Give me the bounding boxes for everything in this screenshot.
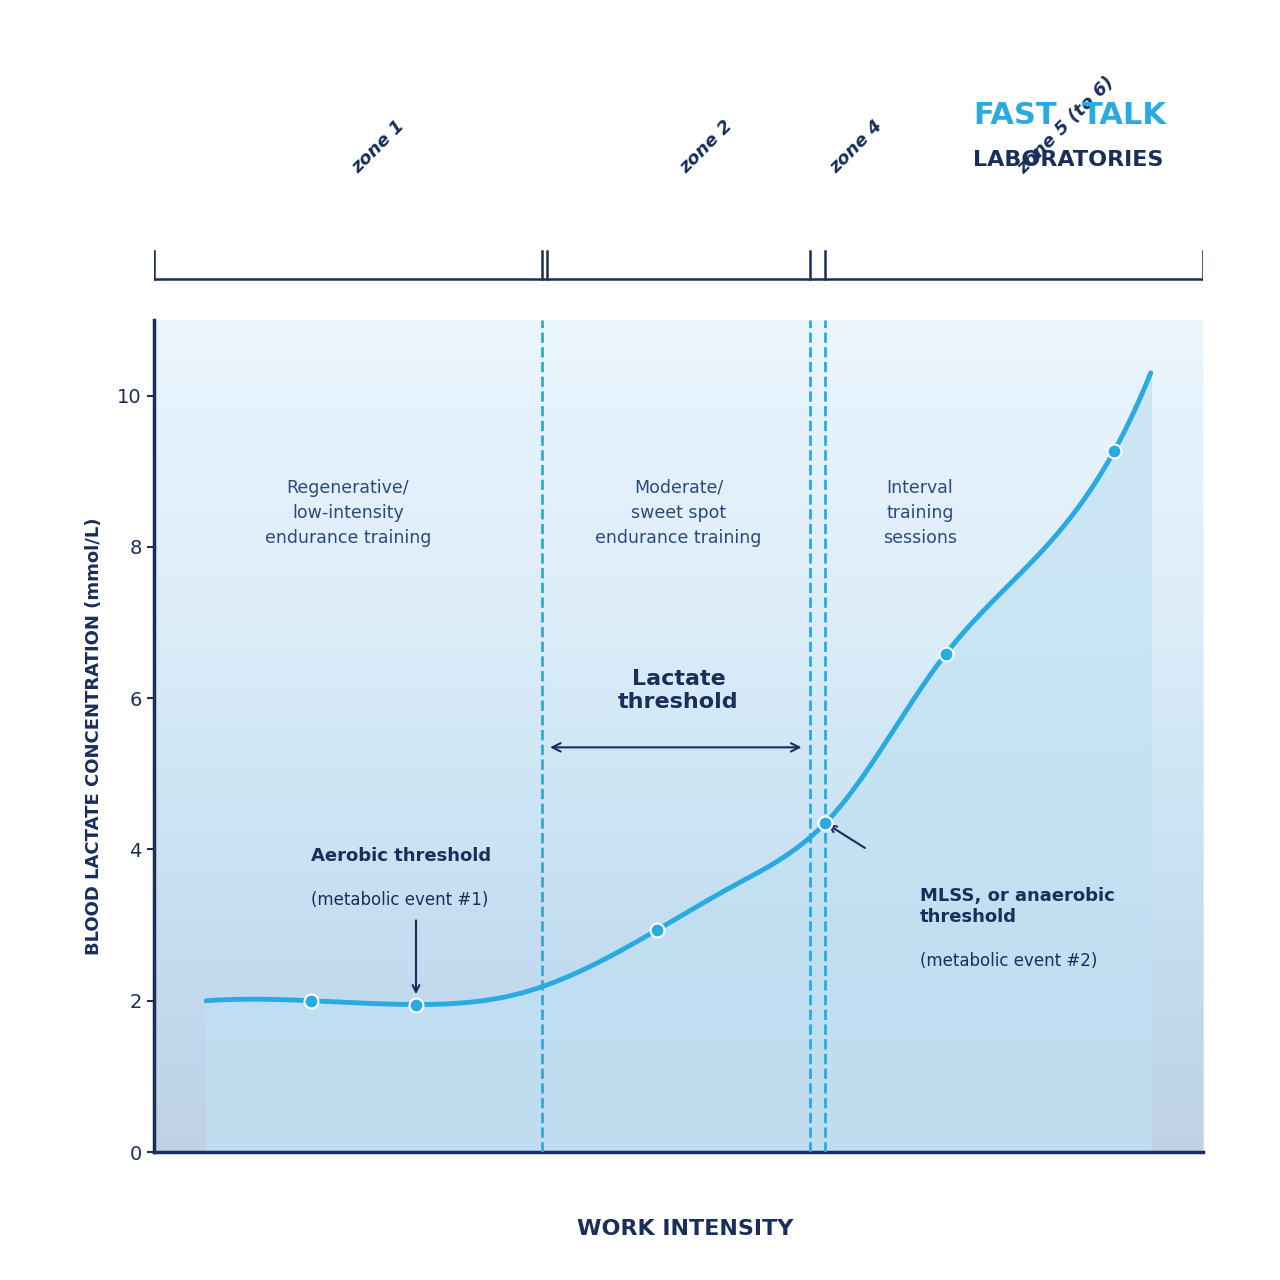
Text: zone 2: zone 2 <box>676 118 736 177</box>
Text: Lactate
threshold: Lactate threshold <box>618 669 739 712</box>
Text: zone 5 (to 6): zone 5 (to 6) <box>1014 73 1119 177</box>
Text: zone 1: zone 1 <box>348 118 408 177</box>
Text: Moderate/
sweet spot
endurance training: Moderate/ sweet spot endurance training <box>595 479 762 547</box>
Y-axis label: BLOOD LACTATE CONCENTRATION (mmol/L): BLOOD LACTATE CONCENTRATION (mmol/L) <box>86 517 104 955</box>
Text: Regenerative/
low-intensity
endurance training: Regenerative/ low-intensity endurance tr… <box>265 479 431 547</box>
Text: LABORATORIES: LABORATORIES <box>973 150 1164 170</box>
Text: FAST: FAST <box>973 101 1056 129</box>
Text: Interval
training
sessions: Interval training sessions <box>883 479 957 547</box>
Text: (metabolic event #2): (metabolic event #2) <box>920 951 1097 969</box>
Text: zone 4: zone 4 <box>826 118 886 177</box>
Text: WORK INTENSITY: WORK INTENSITY <box>576 1219 794 1239</box>
Text: TALK: TALK <box>1082 101 1166 129</box>
Text: Aerobic threshold: Aerobic threshold <box>311 846 492 864</box>
Text: (metabolic event #1): (metabolic event #1) <box>311 891 489 909</box>
Text: MLSS, or anaerobic
threshold: MLSS, or anaerobic threshold <box>920 887 1115 925</box>
